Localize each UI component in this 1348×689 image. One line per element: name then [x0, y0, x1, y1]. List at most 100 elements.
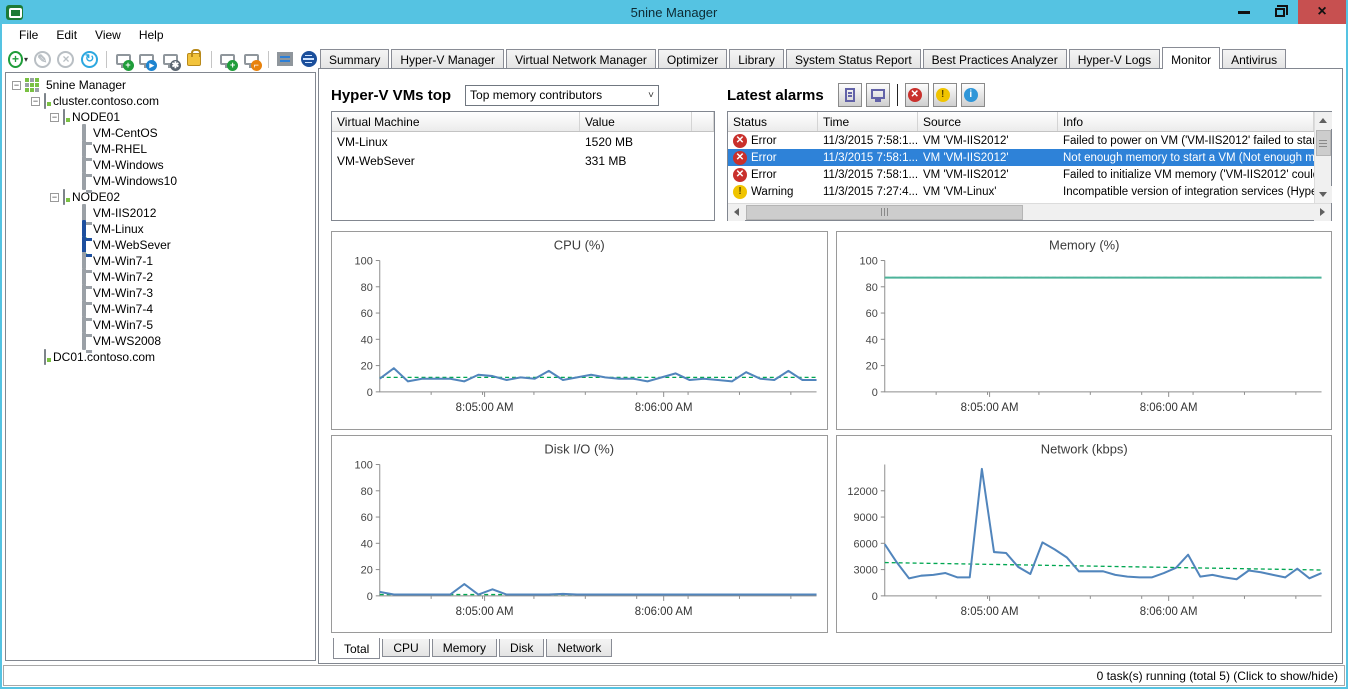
column-header[interactable]: Value [580, 112, 692, 131]
close-button[interactable]: × [1298, 0, 1346, 24]
vms-table-row[interactable]: VM-WebSever 331 MB [332, 151, 714, 170]
bottom-tab-disk[interactable]: Disk [499, 639, 545, 657]
add-host-button[interactable]: + [218, 49, 239, 71]
tree-item-vm-win7-5[interactable]: VM-Win7-5 [6, 316, 315, 334]
menu-edit[interactable]: Edit [56, 28, 78, 42]
scroll-right-button[interactable] [1314, 203, 1331, 221]
toolbar-separator [210, 50, 212, 68]
tree-item-node02[interactable]: − NODE02 [6, 189, 315, 205]
column-header[interactable]: Virtual Machine [332, 112, 580, 131]
tab-hyper-v-manager[interactable]: Hyper-V Manager [391, 49, 505, 68]
tree-item-vm-win7-3[interactable]: VM-Win7-3 [6, 284, 315, 302]
vertical-scrollbar[interactable] [1314, 112, 1332, 203]
close-icon: × [1317, 3, 1327, 20]
bottom-tab-cpu[interactable]: CPU [382, 639, 430, 657]
svg-text:12000: 12000 [847, 485, 877, 497]
tab-optimizer[interactable]: Optimizer [657, 49, 728, 68]
tree-expander[interactable]: − [31, 95, 40, 106]
scroll-left-button[interactable] [728, 203, 745, 221]
tree-item-vm-win7-4[interactable]: VM-Win7-4 [6, 300, 315, 318]
menu-file[interactable]: File [19, 28, 39, 42]
scrollbar-thumb[interactable] [746, 204, 1024, 220]
vm-settings-button[interactable]: ✱ [161, 49, 181, 71]
menu-view[interactable]: View [95, 28, 121, 42]
tree-item-vm-linux[interactable]: VM-Linux [6, 220, 315, 238]
restore-button[interactable] [1262, 0, 1298, 24]
scrollbar-thumb[interactable] [1315, 130, 1331, 156]
bottom-tab-memory[interactable]: Memory [431, 639, 498, 657]
tree-item-vm-win7-1[interactable]: VM-Win7-1 [6, 252, 315, 270]
gear-badge-icon: ✱ [169, 60, 181, 71]
tree-item-cluster-contoso-com[interactable]: − cluster.contoso.com [6, 93, 315, 109]
cluster-icon [44, 93, 46, 109]
svg-text:100: 100 [859, 255, 877, 267]
new-vm-button[interactable]: + [114, 49, 134, 71]
minimize-button[interactable] [1226, 0, 1262, 24]
network-button[interactable] [299, 49, 318, 69]
tab-monitor[interactable]: Monitor [1162, 47, 1221, 69]
vm-value: 1520 MB [585, 134, 634, 149]
tree-item-vm-ws2008[interactable]: VM-WS2008 [6, 332, 315, 350]
tree-item-vm-centos[interactable]: VM-CentOS [6, 124, 315, 142]
scroll-up-button[interactable] [1314, 112, 1332, 129]
tab-library[interactable]: Library [729, 49, 784, 68]
alarm-row[interactable]: ✕ Error 11/3/2015 7:58:1... VM 'VM-IIS2012'… [728, 132, 1314, 149]
column-header[interactable]: Status [728, 112, 818, 131]
tab-antivirus[interactable]: Antivirus [1222, 49, 1287, 68]
alarm-row[interactable]: ✕ Error 11/3/2015 7:58:1... VM 'VM-IIS2012'… [728, 166, 1314, 183]
delete-button[interactable]: × [57, 49, 76, 69]
tab-system-status-report[interactable]: System Status Report [785, 49, 921, 68]
horizontal-scrollbar[interactable] [728, 203, 1331, 221]
bottom-tab-network[interactable]: Network [546, 639, 613, 657]
bottom-tab-total[interactable]: Total [333, 638, 381, 659]
tree-expander[interactable]: − [50, 191, 59, 202]
svg-text:40: 40 [865, 334, 877, 346]
tree-item-vm-rhel[interactable]: VM-RHEL [6, 140, 315, 158]
tree-item-5nine-manager[interactable]: − 5nine Manager [6, 77, 315, 93]
tree-item-vm-windows10[interactable]: VM-Windows10 [6, 172, 315, 190]
credentials-button[interactable] [185, 48, 204, 69]
error-filter-button[interactable]: ✕ [904, 83, 929, 107]
tree-item-vm-win7-2[interactable]: VM-Win7-2 [6, 268, 315, 286]
tree-item-vm-websever[interactable]: VM-WebSever [6, 236, 315, 254]
alarm-source: VM 'VM-IIS2012' [923, 134, 1009, 147]
column-header[interactable]: Source [918, 112, 1058, 131]
info-filter-button[interactable]: i [960, 83, 985, 107]
vm-name: VM-WebSever [337, 153, 415, 168]
task-list-button[interactable] [276, 49, 295, 69]
titlebar[interactable]: 5nine Manager × [2, 0, 1346, 24]
tree-item-vm-iis2012[interactable]: VM-IIS2012 [6, 204, 315, 222]
tree-expander[interactable]: − [50, 111, 59, 122]
add-button[interactable]: + ▾ [8, 49, 28, 69]
tab-best-practices-analyzer[interactable]: Best Practices Analyzer [922, 49, 1067, 68]
tab-summary[interactable]: Summary [320, 49, 390, 68]
tab-hyper-v-logs[interactable]: Hyper-V Logs [1068, 49, 1161, 68]
tree-item-node01[interactable]: − NODE01 [6, 109, 315, 125]
statusbar[interactable]: 0 task(s) running (total 5) (Click to sh… [3, 665, 1345, 686]
start-vm-button[interactable]: ▸ [138, 49, 158, 71]
delete-icon: × [57, 50, 75, 68]
host-filter-button[interactable] [837, 83, 862, 107]
refresh-button[interactable]: ↻ [80, 49, 99, 69]
tree-item-dc01-contoso-com[interactable]: DC01.contoso.com [6, 349, 315, 365]
column-header[interactable]: Info [1058, 112, 1314, 131]
alarm-row[interactable]: ✕ Error 11/3/2015 7:58:1... VM 'VM-IIS2012'… [728, 149, 1314, 166]
tab-virtual-network-manager[interactable]: Virtual Network Manager [506, 49, 656, 68]
svg-text:60: 60 [361, 308, 373, 320]
menu-help[interactable]: Help [138, 28, 164, 42]
vms-top-dropdown[interactable]: Top memory contributors ˅ [465, 84, 660, 106]
warning-icon: ! [733, 184, 747, 199]
svg-text:20: 20 [361, 564, 373, 576]
statusbar-text: 0 task(s) running (total 5) (Click to sh… [1096, 668, 1338, 683]
vm-filter-button[interactable] [865, 83, 890, 107]
host-tools-button[interactable]: ⌐ [242, 49, 262, 71]
scroll-down-button[interactable] [1314, 186, 1332, 203]
tree-item-vm-windows[interactable]: VM-Windows [6, 156, 315, 174]
edit-button[interactable]: ✎ [33, 49, 52, 69]
svg-text:CPU (%): CPU (%) [554, 237, 605, 252]
warning-filter-button[interactable]: ! [932, 83, 957, 107]
column-header[interactable]: Time [818, 112, 918, 131]
alarm-row[interactable]: ! Warning 11/3/2015 7:27:4... VM 'VM-Linux'… [728, 183, 1314, 200]
tree-expander[interactable]: − [12, 79, 21, 90]
vms-table-row[interactable]: VM-Linux 1520 MB [332, 132, 714, 151]
